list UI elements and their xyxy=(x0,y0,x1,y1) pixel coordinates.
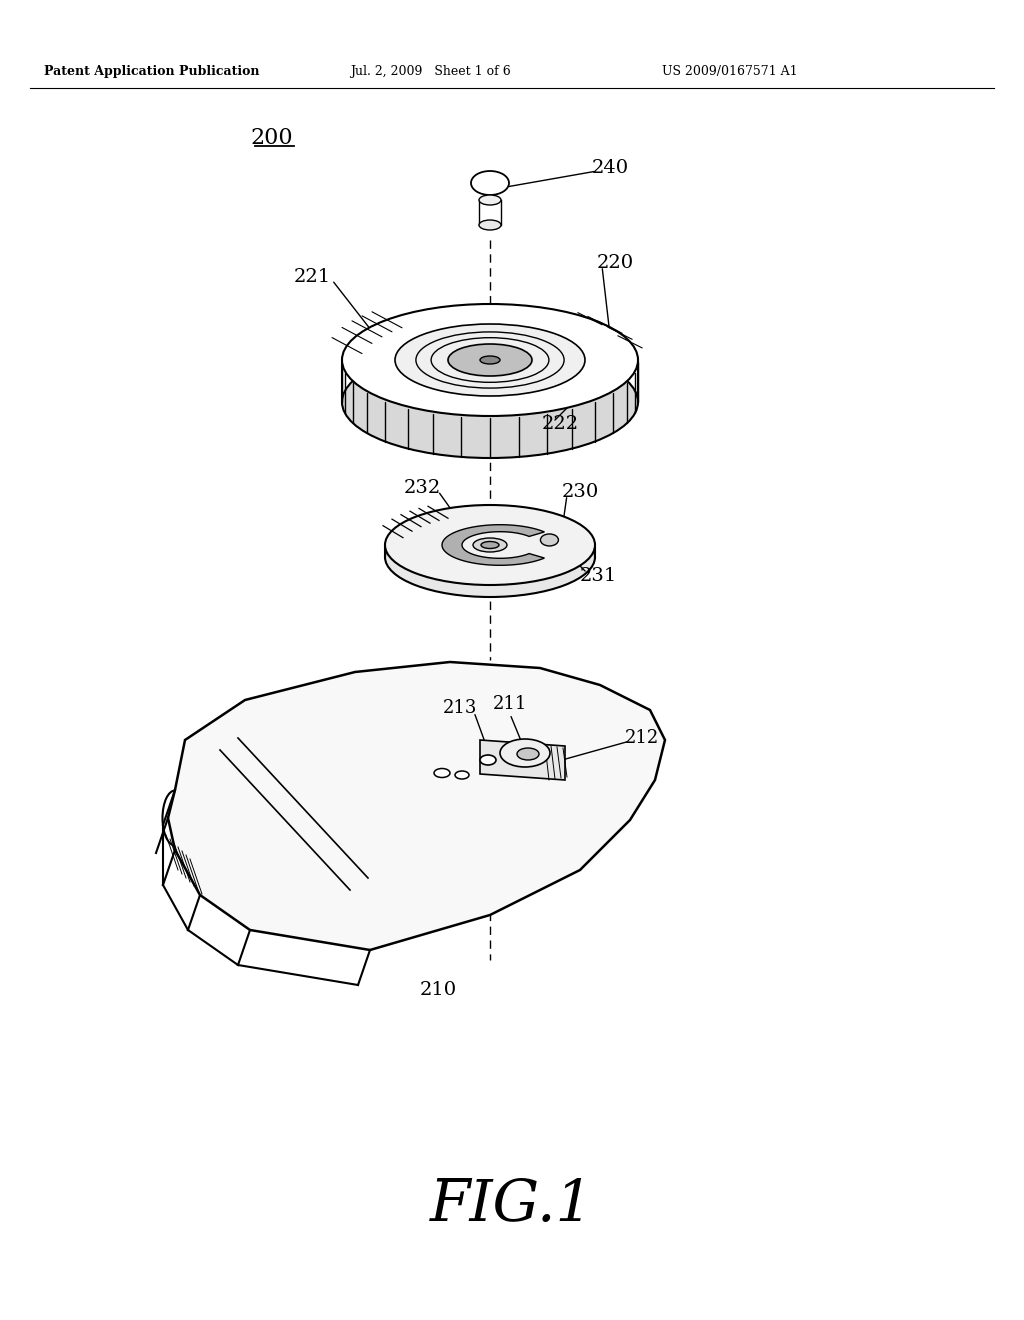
Ellipse shape xyxy=(479,195,501,205)
Ellipse shape xyxy=(434,768,450,777)
Text: 231: 231 xyxy=(580,568,616,585)
Text: 222: 222 xyxy=(542,414,579,433)
Ellipse shape xyxy=(449,345,532,376)
Ellipse shape xyxy=(395,323,585,396)
Text: 221: 221 xyxy=(294,268,331,286)
Ellipse shape xyxy=(481,541,499,549)
Ellipse shape xyxy=(385,517,595,597)
Ellipse shape xyxy=(500,739,550,767)
Ellipse shape xyxy=(473,539,507,552)
Text: Patent Application Publication: Patent Application Publication xyxy=(44,66,260,78)
Ellipse shape xyxy=(480,755,496,766)
Text: 232: 232 xyxy=(403,479,440,498)
Text: 212: 212 xyxy=(625,729,659,747)
Text: 240: 240 xyxy=(592,158,629,177)
Ellipse shape xyxy=(517,748,539,760)
Text: 210: 210 xyxy=(420,981,457,999)
Text: 230: 230 xyxy=(561,483,599,502)
Text: US 2009/0167571 A1: US 2009/0167571 A1 xyxy=(663,66,798,78)
Ellipse shape xyxy=(342,346,638,458)
Polygon shape xyxy=(480,741,565,780)
Ellipse shape xyxy=(342,304,638,416)
Ellipse shape xyxy=(480,356,500,364)
Text: Jul. 2, 2009   Sheet 1 of 6: Jul. 2, 2009 Sheet 1 of 6 xyxy=(349,66,510,78)
Text: 213: 213 xyxy=(442,700,477,717)
Ellipse shape xyxy=(455,771,469,779)
Ellipse shape xyxy=(479,220,501,230)
PathPatch shape xyxy=(168,663,665,950)
Text: 211: 211 xyxy=(493,696,527,713)
Text: 200: 200 xyxy=(251,127,293,149)
Ellipse shape xyxy=(471,172,509,195)
Polygon shape xyxy=(442,525,545,565)
Text: 220: 220 xyxy=(596,253,634,272)
Ellipse shape xyxy=(385,506,595,585)
Text: FIG.1: FIG.1 xyxy=(430,1176,594,1233)
Ellipse shape xyxy=(541,535,558,546)
